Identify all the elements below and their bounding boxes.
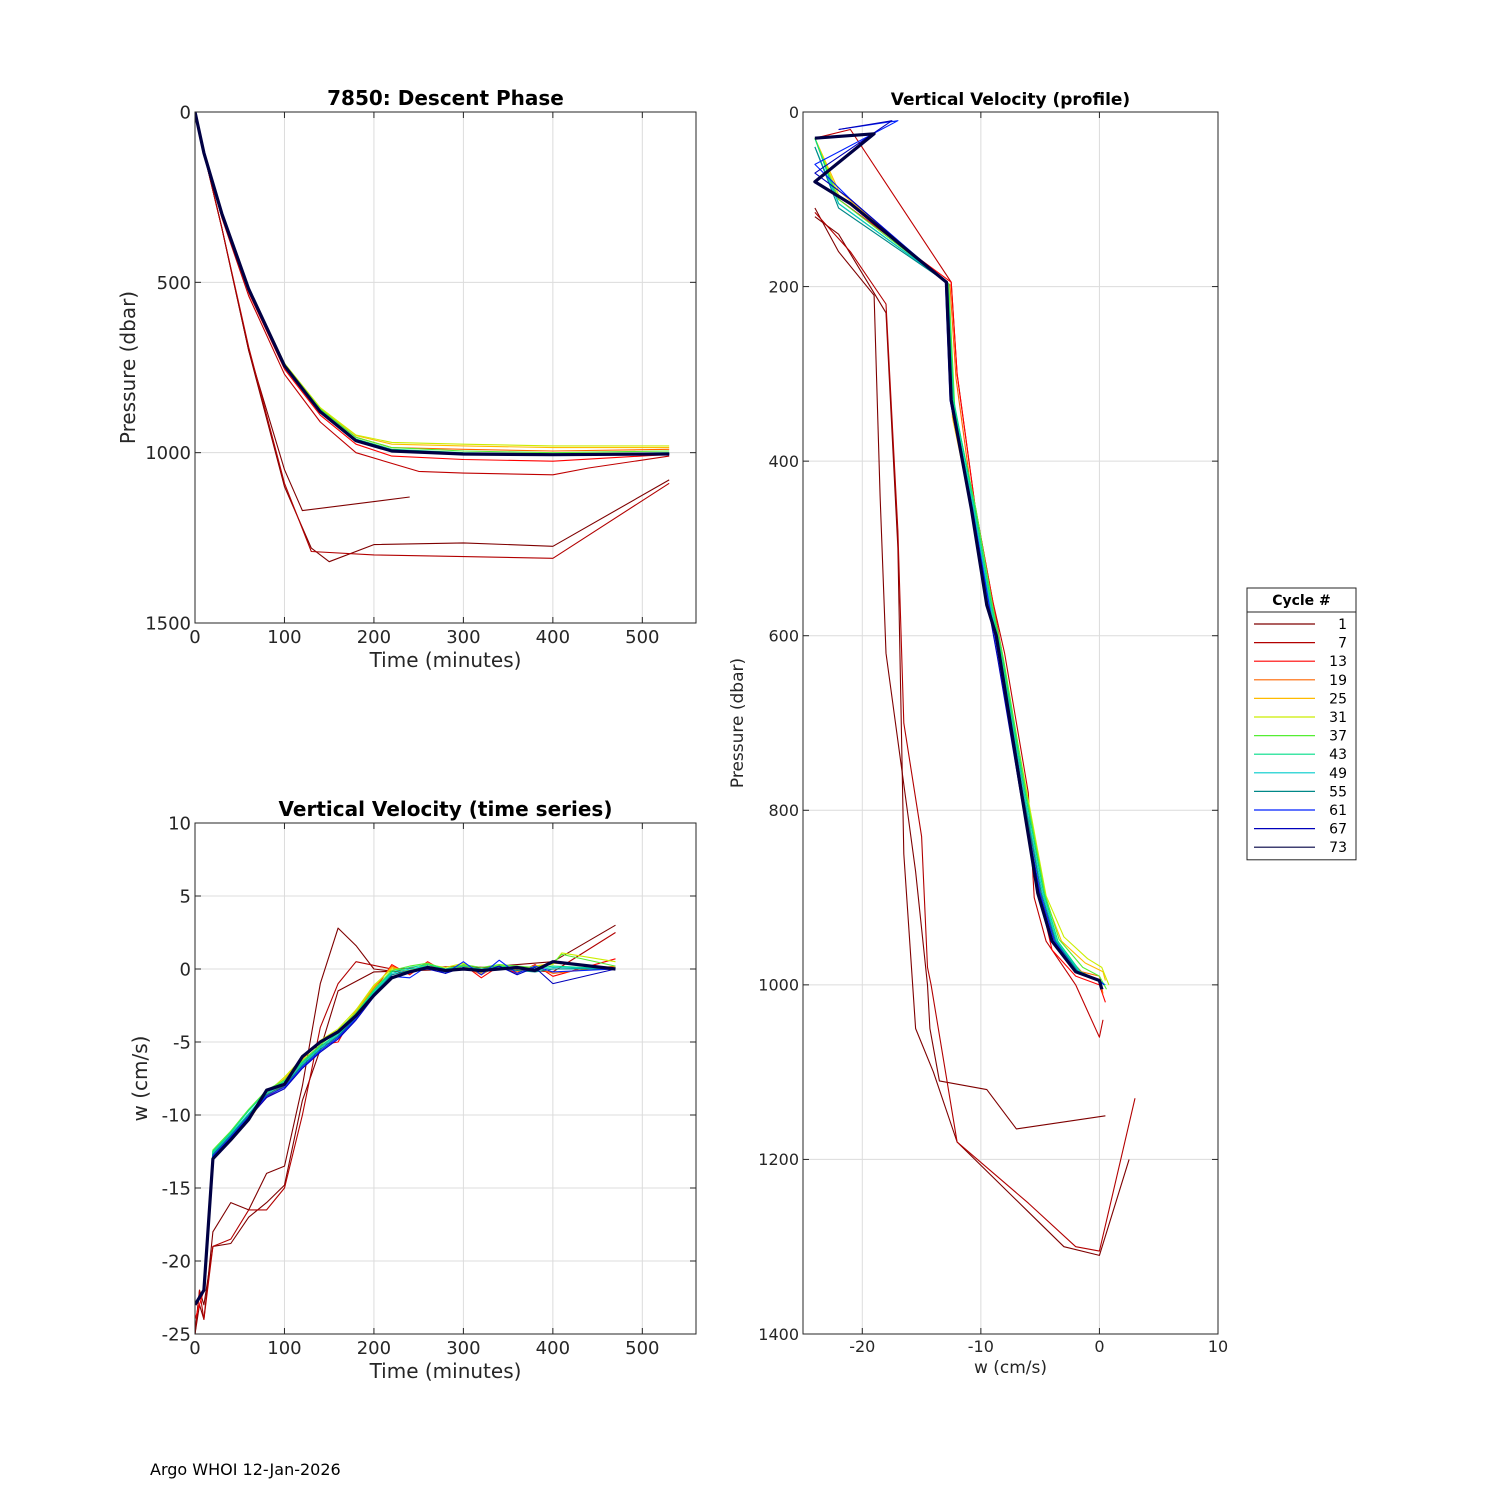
plot-area (195, 112, 696, 623)
cycle-legend: Cycle # 1 7 13 19 25 31 37 43 49 55 61 67 73 (1246, 587, 1357, 861)
legend-label: 7 (1338, 636, 1347, 652)
y-tick-label: 600 (768, 626, 799, 645)
y-tick-label: -15 (162, 1178, 191, 1199)
y-tick-label: 1200 (758, 1150, 799, 1169)
x-tick-label: -20 (849, 1337, 875, 1356)
y-axis-label: Pressure (dbar) (728, 658, 748, 788)
x-tick-label: 100 (267, 627, 301, 648)
series-line-cycle-73 (195, 112, 670, 457)
series-line-cycle-73 (813, 132, 1104, 990)
axes-box (194, 822, 697, 1335)
x-tick-label: 200 (357, 1338, 391, 1359)
y-tick-label: 400 (768, 452, 799, 471)
axes-box (802, 111, 1219, 1335)
footer-credit: Argo WHOI 12-Jan-2026 (150, 1460, 341, 1479)
y-tick-label: 800 (768, 801, 799, 820)
x-tick-label: 400 (536, 1338, 570, 1359)
vertical-velocity-time-series-plot: 0 100 200 300 400 500 -25 -20 -15 -10 -5 0 5 10 Vertic… (128, 797, 697, 1383)
y-tick-label: 0 (789, 103, 799, 122)
legend-label: 73 (1329, 840, 1347, 856)
descent-phase-plot: 0 100 200 300 400 500 0 500 1000 1500 7850: Descen… (116, 86, 697, 672)
plot-area (195, 823, 696, 1334)
x-tick-label: -10 (968, 1337, 994, 1356)
axes-box (194, 111, 697, 624)
legend-label: 49 (1329, 766, 1347, 782)
chart-title: Vertical Velocity (time series) (279, 797, 613, 821)
y-tick-label: 10 (168, 813, 191, 834)
series-line-cycle-43 (195, 964, 616, 1306)
legend-label: 1 (1338, 617, 1347, 633)
series-line-cycle-7 (195, 112, 670, 559)
y-tick-label: 0 (180, 102, 191, 123)
series-line-cycle-37 (195, 953, 616, 1306)
series-line-cycle-37 (814, 138, 1107, 990)
y-tick-label: 500 (157, 273, 191, 294)
y-axis-label: Pressure (dbar) (116, 291, 140, 444)
legend-box (1246, 587, 1357, 861)
legend-label: 13 (1329, 654, 1347, 670)
vertical-velocity-profile-plot: -20 -10 0 100200400600800100012001400Vertic… (728, 90, 1228, 1378)
y-tick-label: -20 (162, 1251, 191, 1272)
legend-label: 55 (1329, 784, 1347, 800)
x-tick-label: 10 (1208, 1337, 1228, 1356)
legend-label: 25 (1329, 691, 1347, 707)
x-tick-label: 400 (536, 627, 570, 648)
series-line-cycle-1 (814, 207, 1106, 1130)
legend-label: 19 (1329, 673, 1347, 689)
legend-label: 67 (1329, 822, 1347, 838)
y-tick-label: -25 (162, 1324, 191, 1345)
y-tick-label: -10 (162, 1105, 191, 1126)
series-line-cycle-7 (814, 212, 1136, 1252)
legend-title: Cycle # (1272, 593, 1331, 609)
legend-label: 43 (1329, 747, 1347, 763)
x-axis-label: Time (minutes) (369, 648, 522, 672)
y-tick-label: 0 (180, 959, 191, 980)
series-line-cycle-1b (814, 216, 1130, 1256)
x-tick-label: 0 (189, 627, 200, 648)
x-tick-label: 200 (357, 627, 391, 648)
y-tick-label: 1000 (758, 976, 799, 995)
legend-label: 31 (1329, 710, 1347, 726)
x-tick-label: 100 (267, 1338, 301, 1359)
y-tick-label: 1000 (145, 443, 191, 464)
x-tick-label: 0 (1094, 1337, 1104, 1356)
y-tick-label: 200 (768, 277, 799, 296)
legend-label: 61 (1329, 803, 1347, 819)
series-group (195, 924, 616, 1334)
x-tick-label: 500 (625, 1338, 659, 1359)
x-tick-label: 500 (625, 627, 659, 648)
x-axis-label: w (cm/s) (974, 1358, 1047, 1378)
y-tick-label: 5 (180, 886, 191, 907)
chart-title: Vertical Velocity (profile) (891, 90, 1130, 110)
legend-label: 37 (1329, 729, 1347, 745)
y-tick-label: 1400 (758, 1325, 799, 1344)
series-group (813, 120, 1136, 1256)
series-group (195, 112, 670, 563)
x-tick-label: 300 (446, 1338, 480, 1359)
y-tick-label: -5 (173, 1032, 191, 1053)
series-line-cycle-73 (195, 960, 616, 1306)
chart-title: 7850: Descent Phase (327, 86, 564, 110)
x-axis-label: Time (minutes) (369, 1359, 522, 1383)
x-tick-label: 0 (189, 1338, 200, 1359)
x-tick-label: 300 (446, 627, 480, 648)
y-tick-label: 1500 (145, 613, 191, 634)
y-axis-label: w (cm/s) (128, 1036, 152, 1122)
